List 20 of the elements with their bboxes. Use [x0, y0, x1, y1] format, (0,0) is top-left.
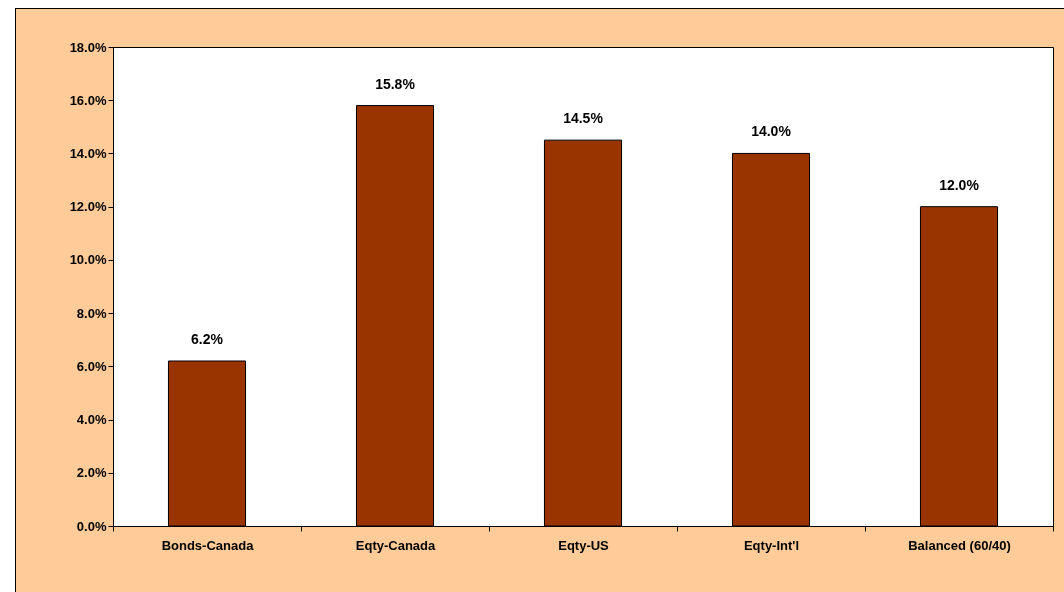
y-tick-label: 0.0%: [76, 518, 107, 534]
y-tick-label: 16.0%: [69, 92, 107, 108]
data-label: 15.8%: [375, 75, 416, 92]
y-tick-label: 18.0%: [69, 39, 107, 55]
y-tick-label: 4.0%: [76, 412, 107, 428]
data-label: 14.5%: [563, 110, 604, 127]
y-tick-label: 8.0%: [76, 305, 107, 321]
data-label: 6.2%: [191, 331, 224, 348]
y-tick-label: 10.0%: [69, 252, 107, 268]
y-tick-label: 6.0%: [76, 358, 107, 374]
x-tick-label: Eqty-Int'l: [743, 537, 800, 553]
data-label: 14.0%: [751, 123, 792, 140]
y-tick-label: 14.0%: [69, 145, 107, 161]
x-tick-label: Eqty-US: [558, 537, 610, 553]
x-tick-label: Balanced (60/40): [908, 537, 1011, 553]
data-label: 12.0%: [939, 176, 980, 193]
y-tick-label: 12.0%: [69, 199, 107, 215]
y-tick-label: 2.0%: [76, 465, 107, 481]
x-tick-label: Eqty-Canada: [355, 537, 436, 553]
x-tick-label: Bonds-Canada: [161, 537, 255, 553]
